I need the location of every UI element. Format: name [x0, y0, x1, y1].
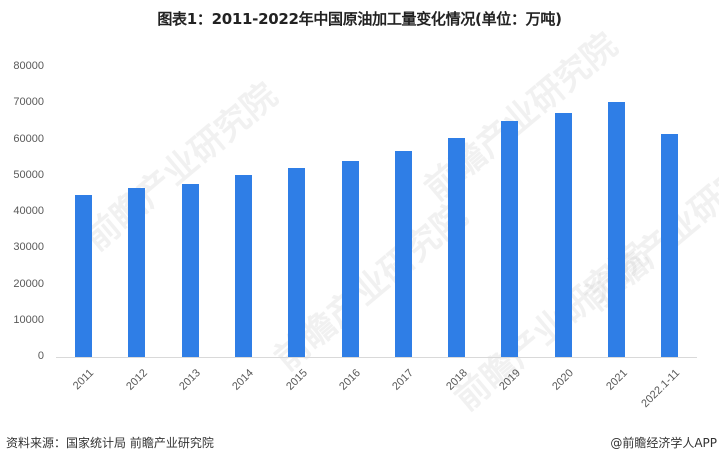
x-axis-line: [56, 357, 697, 358]
bar-2011: [75, 194, 92, 357]
watermark: 前瞻产业研究院: [77, 75, 286, 259]
y-axis-tick-label: 70000: [13, 96, 44, 109]
bar-2018: [448, 138, 466, 357]
y-axis-tick-label: 0: [37, 350, 44, 362]
bar-2019: [501, 120, 519, 357]
bar-2016: [341, 160, 359, 357]
x-axis-tick-label: 2019: [497, 367, 523, 393]
chart-title: 图表1：2011-2022年中国原油加工量变化情况(单位：万吨): [157, 10, 562, 28]
bar-2013: [181, 183, 199, 357]
y-axis-tick-label: 50000: [13, 168, 44, 181]
x-axis-tick-label: 2012: [123, 367, 150, 393]
brand-credit: @前瞻经济学人APP: [610, 436, 717, 450]
bar-2020: [554, 112, 572, 357]
x-axis-tick-label: 2017: [390, 367, 417, 393]
x-axis-tick-label: 2022.1-11: [639, 367, 683, 410]
x-axis-tick-label: 2013: [177, 367, 204, 393]
x-axis-tick-label: 2011: [70, 367, 96, 393]
y-axis-tick-label: 80000: [13, 60, 44, 72]
x-axis-tick-label: 2016: [337, 367, 363, 393]
bar-2021: [608, 101, 625, 357]
y-axis-tick-label: 60000: [13, 132, 44, 145]
watermark: 前瞻产业研究院: [577, 135, 719, 319]
x-axis-tick-label: 2014: [230, 367, 257, 393]
watermark: 前瞻产业研究院: [417, 25, 626, 209]
bar-2022.1-11: [661, 134, 679, 357]
x-axis-tick-label: 2021: [603, 367, 630, 393]
y-axis-tick-label: 20000: [13, 277, 44, 290]
bar-2015: [288, 167, 306, 357]
bar-2014: [234, 174, 252, 357]
x-axis-tick-label: 2020: [550, 367, 577, 393]
bar-2017: [394, 151, 412, 357]
bar-chart: 前瞻产业研究院 前瞻产业研究院 前瞻产业研究院 前瞻产业研究院 前瞻产业研究院 0 1000…: [13, 25, 719, 419]
y-axis-tick-label: 10000: [13, 313, 44, 326]
x-axis-tick-label: 2018: [443, 367, 470, 393]
y-axis-tick-label: 40000: [13, 205, 44, 217]
x-axis-tick-label: 2015: [283, 367, 310, 393]
y-axis-tick-label: 30000: [13, 241, 44, 254]
bar-2012: [128, 187, 146, 357]
source-note: 资料来源：国家统计局 前瞻产业研究院: [6, 436, 214, 450]
